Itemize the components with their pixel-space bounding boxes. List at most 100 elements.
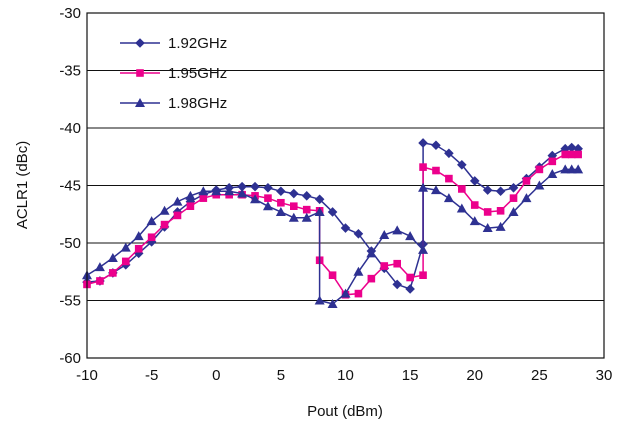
- data-point: [301, 212, 312, 222]
- grid-lines: [87, 70, 604, 301]
- data-point: [566, 142, 577, 153]
- data-point: [521, 193, 532, 203]
- data-point: [470, 201, 479, 209]
- data-point: [290, 202, 298, 210]
- data-point: [496, 207, 505, 215]
- x-tick-label: 0: [212, 367, 220, 384]
- data-point: [508, 206, 519, 216]
- data-point: [430, 185, 441, 195]
- data-point: [458, 185, 466, 193]
- data-point: [328, 271, 337, 279]
- data-point: [419, 163, 427, 171]
- data-point: [302, 205, 311, 214]
- data-point: [264, 194, 272, 202]
- data-point: [237, 181, 247, 192]
- legend: 1.92GHz 1.95GHz 1.98GHz: [120, 35, 227, 112]
- data-point: [573, 164, 584, 174]
- data-point: [432, 166, 440, 175]
- x-tick-label: -10: [76, 367, 98, 384]
- data-point: [211, 186, 222, 196]
- data-point: [185, 190, 196, 200]
- legend-marker: [135, 38, 145, 48]
- y-tick-label: -45: [59, 178, 81, 195]
- legend-marker: [136, 69, 144, 77]
- x-tick-label: 5: [277, 367, 285, 384]
- data-point: [445, 174, 453, 183]
- x-tick-label: 25: [531, 367, 548, 384]
- x-tick-label: 20: [466, 367, 483, 384]
- data-point: [561, 150, 570, 159]
- data-point: [160, 220, 169, 229]
- data-point: [327, 207, 338, 217]
- data-point: [405, 284, 415, 294]
- data-point: [508, 183, 519, 193]
- x-axis-title: Pout (dBm): [307, 403, 383, 420]
- data-point: [456, 203, 467, 213]
- data-point: [469, 176, 480, 186]
- data-point: [457, 160, 467, 170]
- x-tick-label: 15: [402, 367, 419, 384]
- data-point: [380, 262, 389, 270]
- data-point: [535, 165, 544, 174]
- data-point: [199, 194, 208, 202]
- data-point: [340, 288, 351, 298]
- data-point: [224, 186, 235, 196]
- x-tick-labels: -10 -5 0 5 10 15 20 25 30: [76, 367, 612, 384]
- data-point: [405, 231, 416, 241]
- y-tick-labels: -60 -55 -50 -45 -40 -35 -30: [59, 5, 81, 367]
- data-point: [418, 244, 429, 254]
- data-point: [301, 191, 312, 201]
- data-point: [250, 181, 260, 192]
- data-point: [419, 271, 427, 279]
- data-point: [146, 216, 157, 226]
- data-point: [444, 148, 454, 159]
- data-point: [353, 266, 364, 276]
- data-point: [393, 259, 401, 268]
- data-point: [172, 196, 183, 206]
- data-point: [483, 208, 492, 216]
- series-1.98GHz: [82, 164, 584, 308]
- legend-label: 1.95GHz: [168, 65, 227, 82]
- data-point: [566, 164, 577, 174]
- data-point: [327, 298, 338, 308]
- data-point: [482, 185, 493, 195]
- data-point: [522, 177, 531, 185]
- legend-marker: [135, 98, 145, 107]
- data-point: [288, 212, 299, 222]
- data-point: [353, 229, 364, 239]
- data-point: [314, 295, 325, 305]
- data-point: [392, 279, 402, 290]
- data-point: [94, 262, 105, 272]
- data-point: [469, 216, 480, 226]
- x-tick-label: 10: [337, 367, 354, 384]
- data-point: [418, 182, 429, 192]
- data-point: [133, 231, 144, 241]
- data-point: [547, 169, 558, 178]
- data-point: [237, 188, 248, 198]
- data-point: [443, 193, 454, 203]
- data-point: [367, 274, 376, 283]
- data-point: [406, 273, 414, 282]
- data-point: [548, 157, 557, 166]
- data-point: [560, 164, 571, 174]
- legend-item: 1.95GHz: [120, 65, 227, 82]
- data-point: [366, 248, 377, 258]
- data-point: [431, 140, 441, 151]
- y-tick-label: -35: [59, 63, 81, 80]
- data-point: [567, 150, 576, 159]
- data-point: [198, 186, 209, 196]
- y-tick-label: -55: [59, 293, 81, 310]
- data-point: [509, 194, 518, 202]
- data-point: [262, 201, 273, 211]
- data-point: [120, 242, 131, 252]
- y-tick-label: -40: [59, 120, 81, 137]
- data-point: [495, 221, 506, 231]
- y-axis-title: ACLR1 (dBc): [14, 141, 31, 229]
- data-point: [392, 225, 403, 235]
- y-tick-label: -60: [59, 350, 81, 367]
- data-point: [173, 211, 182, 220]
- data-point: [109, 269, 117, 277]
- data-point: [276, 186, 286, 197]
- legend-item: 1.98GHz: [120, 95, 227, 112]
